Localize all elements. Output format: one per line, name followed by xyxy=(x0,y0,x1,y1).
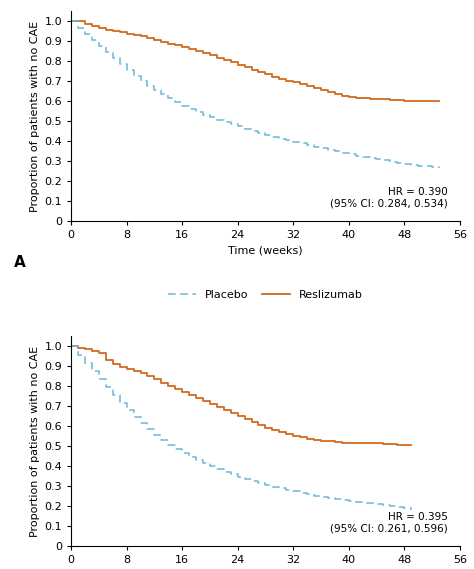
Text: A: A xyxy=(14,255,26,270)
Text: HR = 0.395
(95% CI: 0.261, 0.596): HR = 0.395 (95% CI: 0.261, 0.596) xyxy=(330,512,448,534)
X-axis label: Time (weeks): Time (weeks) xyxy=(228,246,303,255)
Legend: Placebo, Reslizumab: Placebo, Reslizumab xyxy=(168,290,363,300)
Y-axis label: Proportion of patients with no CAE: Proportion of patients with no CAE xyxy=(30,346,40,537)
Text: HR = 0.390
(95% CI: 0.284, 0.534): HR = 0.390 (95% CI: 0.284, 0.534) xyxy=(330,187,448,209)
Y-axis label: Proportion of patients with no CAE: Proportion of patients with no CAE xyxy=(30,20,40,212)
